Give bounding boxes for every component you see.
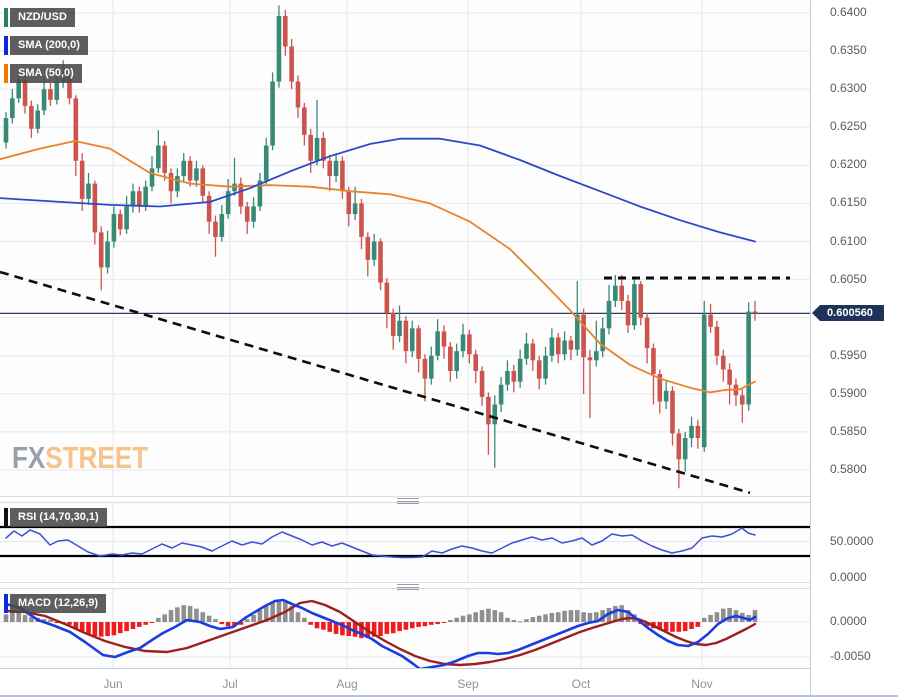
sma200-series-color bbox=[4, 36, 8, 55]
macd-histogram bbox=[3, 600, 758, 639]
rsi-label: RSI (14,70,30,1) bbox=[10, 508, 107, 527]
last-price-value: 0.600560 bbox=[827, 307, 873, 319]
price-axis-label: 0.6100 bbox=[830, 234, 867, 248]
legend-macd[interactable]: MACD (12,26,9) bbox=[4, 594, 107, 613]
price-axis-label: 0.6250 bbox=[830, 119, 867, 133]
price-axis-label: 0.6300 bbox=[830, 81, 867, 95]
rsi-pane[interactable] bbox=[0, 503, 810, 583]
month-label-nov: Nov bbox=[691, 677, 713, 691]
instrument-label: NZD/USD bbox=[10, 8, 75, 27]
price-axis-label: 0.6150 bbox=[830, 195, 867, 209]
sma50-line bbox=[0, 140, 756, 394]
legend-sma200[interactable]: SMA (200,0) bbox=[4, 36, 88, 55]
time-axis[interactable]: Jun Jul Aug Sep Oct Nov bbox=[0, 668, 810, 697]
fxstreet-logo-street: STREET bbox=[45, 440, 149, 475]
rsi-axis-label: 50.0000 bbox=[830, 534, 874, 548]
window-bottom-border bbox=[0, 695, 898, 697]
price-axis[interactable]: -0.0050 0.0000 0.0000 50.0000 0.5800 0.5850 0.… bbox=[810, 0, 898, 697]
price-axis-label: 0.5950 bbox=[830, 348, 867, 362]
legend-instrument[interactable]: NZD/USD bbox=[4, 8, 75, 27]
candles-series bbox=[3, 5, 758, 489]
month-label-sep: Sep bbox=[457, 677, 479, 691]
pane-separator-main-rsi[interactable] bbox=[0, 496, 810, 504]
legend-sma50[interactable]: SMA (50,0) bbox=[4, 64, 82, 83]
price-axis-label: 0.6050 bbox=[830, 272, 867, 286]
fxstreet-watermark: FXSTREET bbox=[12, 440, 148, 476]
rsi-line bbox=[5, 527, 756, 559]
macd-signal-line bbox=[4, 599, 757, 667]
month-label-aug: Aug bbox=[336, 677, 358, 691]
price-chart-canvas[interactable] bbox=[0, 0, 810, 668]
month-label-jul: Jul bbox=[222, 677, 238, 691]
price-axis-label: 0.6350 bbox=[830, 43, 867, 57]
drag-handle-icon[interactable] bbox=[397, 498, 419, 504]
sma200-line bbox=[0, 137, 756, 243]
macd-axis-label: 0.0000 bbox=[830, 614, 867, 628]
drag-handle-icon[interactable] bbox=[397, 584, 419, 590]
price-axis-label: 0.5900 bbox=[830, 386, 867, 400]
price-axis-label: 0.6400 bbox=[830, 5, 867, 19]
rsi-axis-label: 0.0000 bbox=[830, 570, 867, 584]
sma50-label: SMA (50,0) bbox=[10, 64, 82, 83]
macd-pane[interactable] bbox=[0, 589, 810, 668]
main-pane[interactable] bbox=[0, 0, 810, 497]
fxstreet-logo-fx: FX bbox=[12, 440, 46, 475]
descending-trendline[interactable] bbox=[0, 270, 751, 495]
legend-rsi[interactable]: RSI (14,70,30,1) bbox=[4, 508, 107, 527]
month-label-jun: Jun bbox=[103, 677, 123, 691]
sma200-label: SMA (200,0) bbox=[10, 36, 88, 55]
price-axis-label: 0.6200 bbox=[830, 157, 867, 171]
rsi-series-color bbox=[4, 508, 8, 527]
macd-label: MACD (12,26,9) bbox=[10, 594, 107, 613]
price-axis-label: 0.5850 bbox=[830, 424, 867, 438]
month-label-oct: Oct bbox=[571, 677, 591, 691]
price-axis-label: 0.5800 bbox=[830, 462, 867, 476]
pane-separator-rsi-macd[interactable] bbox=[0, 582, 810, 590]
macd-axis-label: -0.0050 bbox=[830, 649, 871, 663]
sma50-series-color bbox=[4, 64, 8, 83]
last-price-tag: 0.600560 bbox=[812, 305, 884, 321]
macd-series-color bbox=[4, 594, 8, 613]
instrument-series-color bbox=[4, 8, 8, 27]
macd-line bbox=[4, 598, 757, 668]
